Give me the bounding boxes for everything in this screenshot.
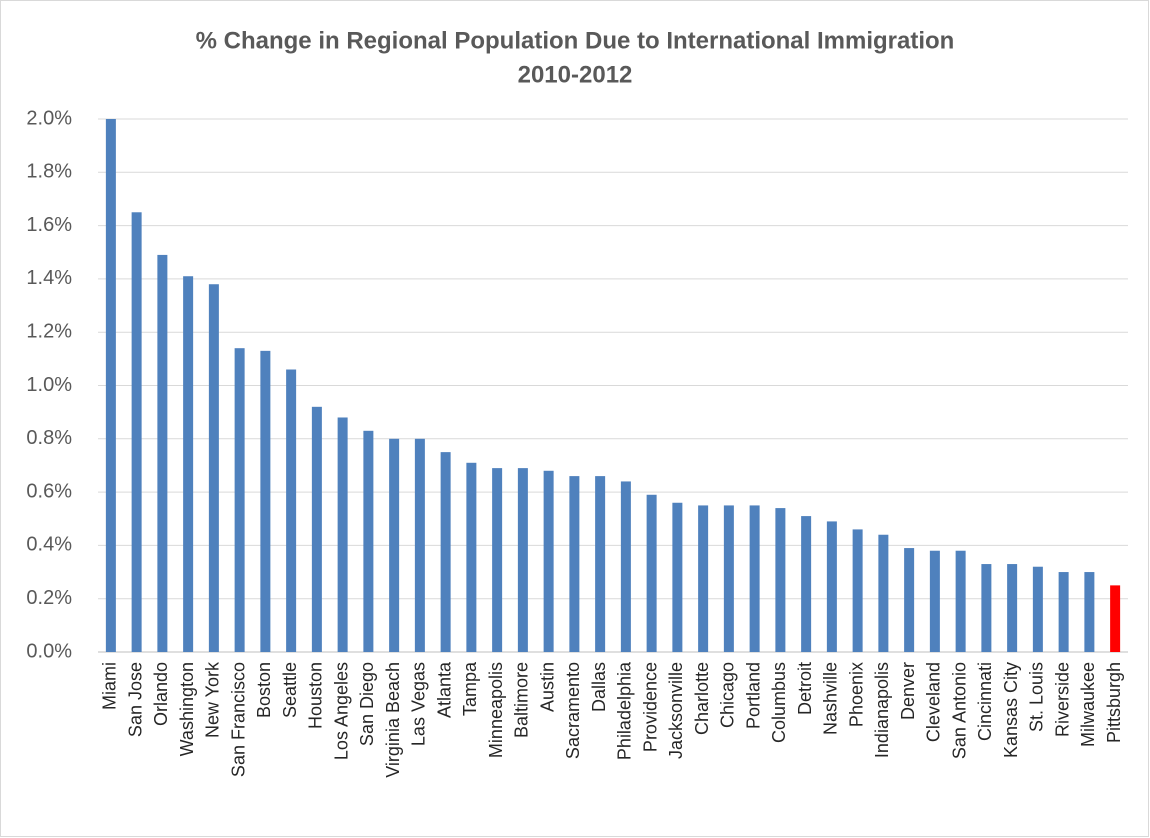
bar (620, 481, 631, 652)
bar (260, 350, 271, 652)
bar (749, 505, 760, 652)
bar (363, 430, 374, 652)
bar (517, 468, 528, 652)
chart-title: % Change in Regional Population Due to I… (196, 27, 955, 54)
x-tick-label: Cleveland (924, 662, 944, 742)
bar (569, 476, 580, 652)
bar (311, 406, 322, 652)
bar (543, 470, 554, 652)
y-tick-label: 1.8% (26, 161, 72, 183)
x-tick-label: Virginia Beach (383, 662, 403, 778)
x-tick-label: San Diego (357, 662, 377, 746)
bar (826, 521, 837, 652)
y-tick-label: 2.0% (26, 107, 72, 129)
bar (955, 550, 966, 652)
x-tick-label: Charlotte (692, 662, 712, 735)
x-tick-label: Riverside (1052, 662, 1072, 737)
bar (208, 284, 219, 652)
y-tick-label: 1.2% (26, 320, 72, 342)
x-tick-label: Boston (254, 662, 274, 718)
x-tick-label: Phoenix (846, 662, 866, 727)
bar (1032, 566, 1043, 652)
x-tick-label: Providence (640, 662, 660, 752)
x-tick-label: St. Louis (1027, 662, 1047, 732)
bar (672, 502, 683, 652)
bar (852, 529, 863, 652)
bar (337, 417, 348, 652)
bar (1084, 572, 1095, 652)
y-tick-label: 0.6% (26, 480, 72, 502)
bar (105, 119, 116, 652)
x-tick-label: Nashville (821, 662, 841, 735)
bar (157, 254, 168, 653)
x-tick-label: Kansas City (1001, 662, 1021, 758)
bar (466, 462, 477, 652)
x-tick-label: Columbus (769, 662, 789, 743)
bar (1058, 572, 1069, 652)
x-tick-label: Houston (306, 662, 326, 729)
x-tick-label: Tampa (460, 661, 480, 716)
y-tick-label: 1.0% (26, 374, 72, 396)
x-tick-label: Sacramento (563, 662, 583, 759)
bar (904, 548, 915, 652)
x-tick-label: San Antonio (949, 662, 969, 759)
x-tick-label: Las Vegas (409, 662, 429, 746)
x-tick-label: Detroit (795, 662, 815, 715)
x-tick-label: New York (203, 661, 223, 738)
x-tick-label: Portland (743, 662, 763, 729)
x-tick-label: Washington (177, 662, 197, 756)
bar (981, 564, 992, 652)
x-tick-label: Jacksonville (666, 662, 686, 759)
bar (775, 508, 786, 652)
bar (183, 276, 194, 652)
x-tick-label: Orlando (151, 662, 171, 726)
bar (414, 438, 425, 652)
bar (646, 494, 657, 652)
y-tick-label: 0.4% (26, 534, 72, 556)
x-tick-label: Miami (100, 662, 120, 710)
bar (234, 348, 245, 652)
y-tick-label: 0.8% (26, 427, 72, 449)
bar (723, 505, 734, 652)
chart-subtitle: 2010-2012 (518, 61, 633, 88)
x-tick-label: Los Angeles (331, 662, 351, 760)
bar (286, 369, 297, 652)
bar (492, 468, 503, 652)
x-tick-label: Dallas (589, 662, 609, 712)
bar (389, 438, 400, 652)
bar (698, 505, 709, 652)
bar (440, 452, 451, 652)
x-tick-label: San Jose (125, 662, 145, 737)
x-tick-label: Minneapolis (486, 662, 506, 758)
x-tick-label: Austin (537, 662, 557, 712)
x-tick-label: Indianapolis (872, 662, 892, 758)
bar (929, 550, 940, 652)
y-tick-label: 1.4% (26, 267, 72, 289)
y-tick-label: 0.0% (26, 640, 72, 662)
x-tick-label: Philadelphia (615, 661, 635, 760)
bar (595, 476, 606, 652)
bar (801, 516, 812, 652)
x-tick-label: Pittsburgh (1104, 662, 1124, 743)
x-tick-label: Denver (898, 662, 918, 720)
bar (1110, 585, 1121, 652)
x-tick-label: Cincinnati (975, 662, 995, 741)
bar (131, 212, 142, 652)
x-tick-label: Baltimore (512, 662, 532, 738)
x-tick-label: San Francisco (228, 662, 248, 777)
bar (1007, 564, 1018, 652)
x-tick-label: Chicago (718, 662, 738, 728)
x-tick-label: Atlanta (434, 661, 454, 718)
bar (878, 534, 889, 652)
x-tick-label: Milwaukee (1078, 662, 1098, 747)
y-tick-label: 1.6% (26, 214, 72, 236)
x-tick-label: Seattle (280, 662, 300, 718)
y-tick-label: 0.2% (26, 587, 72, 609)
